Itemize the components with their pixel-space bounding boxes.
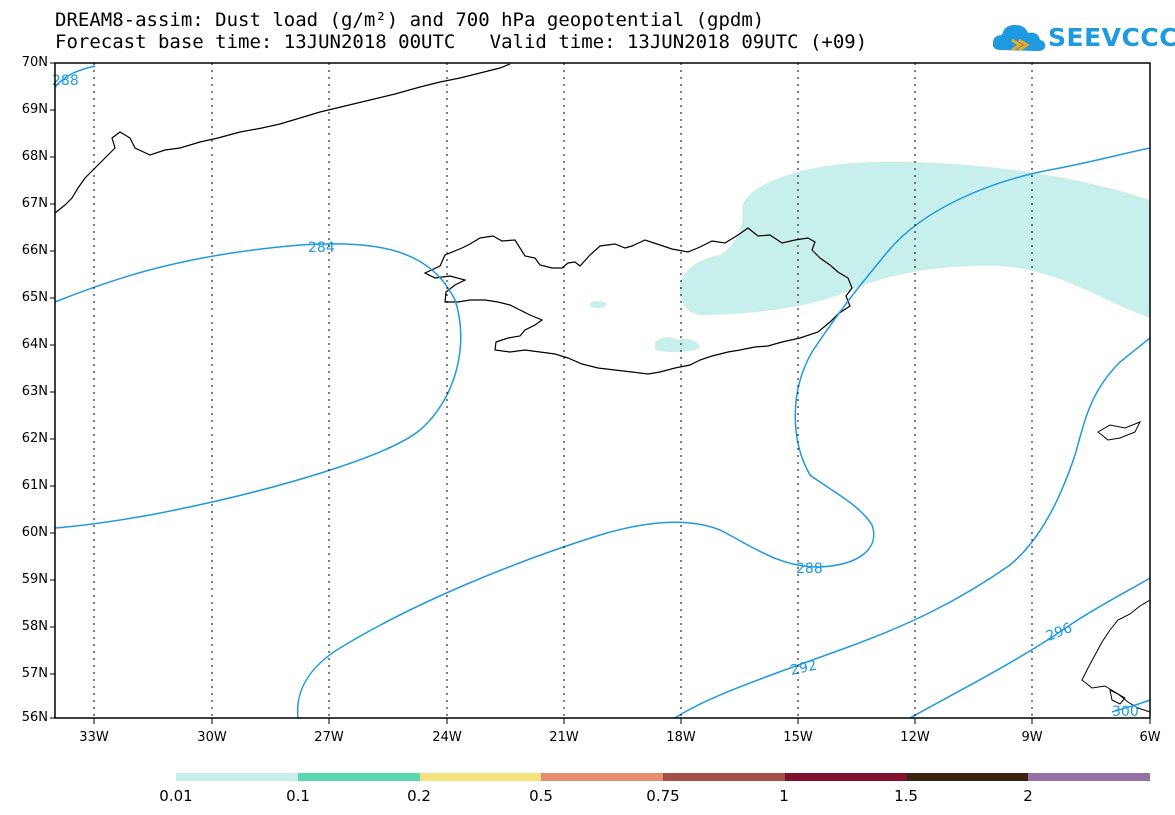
logo-text: SEEVCCC	[1048, 23, 1175, 52]
contour-288	[296, 147, 1151, 719]
lon-label: 24W	[432, 730, 462, 745]
colorbar	[176, 773, 1150, 781]
lat-label: 56N	[21, 710, 48, 725]
dust-area-south	[655, 337, 700, 353]
faroe-islands	[1097, 421, 1142, 441]
lon-label: 30W	[197, 730, 227, 745]
lat-label: 65N	[21, 290, 48, 305]
contour-label-288: 288	[796, 561, 823, 577]
lat-label: 70N	[21, 55, 48, 70]
map-frame	[54, 62, 1151, 719]
hebrides-islands	[1109, 689, 1126, 705]
contour-label-284: 284	[308, 240, 335, 256]
cloud-icon	[992, 25, 1046, 52]
map-title: DREAM8-assim: Dust load (g/m²) and 700 h…	[55, 9, 765, 31]
colorbar-segment	[541, 773, 663, 781]
contour-label-292: 292	[789, 658, 818, 679]
colorbar-label: 0.01	[159, 787, 193, 805]
contour-300	[1111, 699, 1151, 713]
lat-label: 59N	[21, 572, 48, 587]
map-subtitle: Forecast base time: 13JUN2018 00UTC Vali…	[55, 31, 868, 53]
lat-label: 57N	[21, 666, 48, 681]
scotland-coast	[1081, 599, 1151, 713]
lat-label: 58N	[21, 619, 48, 634]
lon-label: 33W	[79, 730, 109, 745]
colorbar-segment	[1028, 773, 1150, 781]
colorbar-segment	[176, 773, 298, 781]
lon-label: 6W	[1139, 730, 1161, 745]
lon-label: 9W	[1021, 730, 1043, 745]
lat-label: 69N	[21, 102, 48, 117]
lon-label: 27W	[314, 730, 344, 745]
colorbar-label: 0.1	[286, 787, 310, 805]
iceland-coastline	[423, 227, 853, 375]
lat-label: 60N	[21, 525, 48, 540]
colorbar-segment	[297, 773, 420, 781]
colorbar-label: 0.75	[646, 787, 680, 805]
contour-284	[54, 243, 462, 529]
colorbar-label: 0.2	[407, 787, 431, 805]
lat-label: 68N	[21, 149, 48, 164]
colorbar-segment	[906, 773, 1029, 781]
colorbar-label: 1	[779, 787, 789, 805]
colorbar-label: 0.5	[529, 787, 553, 805]
contour-label-300: 300	[1112, 704, 1139, 720]
colorbar-segment	[663, 773, 785, 781]
contour-label-296: 296	[1044, 620, 1075, 645]
colorbar-segment	[784, 773, 907, 781]
seevccc-logo: SEEVCCC	[990, 18, 1175, 58]
contour-296	[909, 577, 1151, 719]
colorbar-label: 1.5	[894, 787, 918, 805]
contour-label-288-nw: 288	[52, 73, 79, 89]
contour-292	[674, 337, 1151, 719]
dust-area-spot	[590, 300, 607, 309]
lon-label: 18W	[666, 730, 696, 745]
contour-288-northwest	[54, 65, 96, 88]
lon-label: 21W	[549, 730, 579, 745]
greenland-coastline	[54, 63, 511, 214]
lat-label: 61N	[21, 478, 48, 493]
colorbar-segment	[419, 773, 542, 781]
lat-label: 67N	[21, 196, 48, 211]
lon-label: 15W	[783, 730, 813, 745]
colorbar-label: 2	[1023, 787, 1033, 805]
lat-label: 64N	[21, 337, 48, 352]
lat-label: 63N	[21, 384, 48, 399]
lat-label: 62N	[21, 431, 48, 446]
lon-label: 12W	[900, 730, 930, 745]
lat-label: 66N	[21, 243, 48, 258]
